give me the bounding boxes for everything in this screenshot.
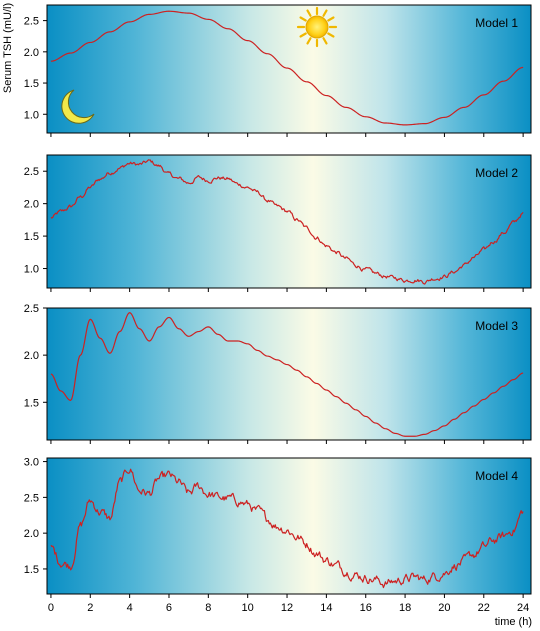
x-tick-label: 2 (87, 602, 93, 614)
y-axis-label: Serum TSH (mU/l) (2, 3, 14, 93)
y-tick-label: 2.5 (24, 16, 39, 28)
x-axis: 0 2 4 6 8 10 12 14 16 18 20 22 24 (48, 602, 529, 614)
panel-3: 1.5 2.0 2.5 Model 3 (24, 303, 532, 444)
y-tick-label: 1.0 (24, 109, 39, 121)
y-tick-label: 2.5 (24, 492, 39, 504)
panel-border (46, 154, 532, 289)
x-tick-label: 6 (166, 602, 172, 614)
x-tick-label: 4 (127, 602, 133, 614)
panel-background (47, 308, 531, 440)
x-tick-label: 12 (281, 602, 293, 614)
y-tick-label: 2.0 (24, 47, 39, 59)
x-tick-label: 10 (242, 602, 254, 614)
x-axis-label: time (h) (495, 616, 532, 628)
y-tick-label: 2.0 (24, 199, 39, 211)
x-tick-label: 8 (205, 602, 211, 614)
x-tick-label: 0 (48, 602, 54, 614)
y-tick-label: 1.5 (24, 78, 39, 90)
y-tick-label: 1.5 (24, 231, 39, 243)
panel-4: 1.5 2.0 2.5 3.0 Model 4 (24, 457, 532, 598)
y-tick-label: 1.0 (24, 264, 39, 276)
x-tick-label: 14 (320, 602, 332, 614)
series-line (50, 159, 524, 285)
x-tick-label: 24 (517, 602, 529, 614)
panel-border (46, 4, 532, 134)
x-tick-label: 22 (478, 602, 490, 614)
x-tick-label: 20 (438, 602, 450, 614)
x-tick-label: 18 (399, 602, 411, 614)
y-tick-label: 1.5 (24, 397, 39, 409)
y-tick-label: 2.0 (24, 528, 39, 540)
series-line (50, 312, 524, 437)
x-tick-label: 16 (360, 602, 372, 614)
panel-2: 1.0 1.5 2.0 2.5 Model 2 (24, 154, 532, 292)
panel-background (47, 155, 531, 288)
moon-icon (61, 89, 95, 124)
series-line (50, 468, 524, 589)
series-line (50, 10, 524, 126)
y-tick-label: 3.0 (24, 457, 39, 469)
panel-1: 1.0 1.5 2.0 2.5 Model 1 (24, 4, 532, 137)
model-label: Model 1 (475, 16, 518, 30)
y-tick-label: 2.0 (24, 350, 39, 362)
model-label: Model 3 (475, 319, 518, 333)
model-label: Model 4 (475, 469, 518, 483)
y-tick-label: 2.5 (24, 303, 39, 315)
y-tick-label: 2.5 (24, 166, 39, 178)
model-label: Model 2 (475, 166, 518, 180)
sun-icon (296, 6, 338, 48)
panel-border (46, 457, 532, 595)
y-tick-label: 1.5 (24, 564, 39, 576)
panel-border (46, 307, 532, 441)
